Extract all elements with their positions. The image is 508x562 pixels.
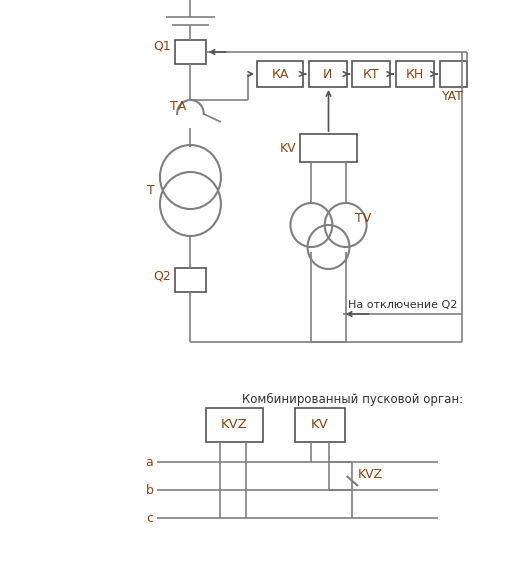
Bar: [440, 61, 466, 87]
Text: b: b: [145, 483, 153, 496]
Text: Т: Т: [146, 184, 154, 197]
Text: Q2: Q2: [153, 270, 171, 283]
Bar: [353, 61, 391, 87]
Text: YAT: YAT: [442, 90, 464, 103]
Text: KV: KV: [311, 419, 329, 432]
Text: KVZ: KVZ: [221, 419, 248, 432]
Bar: [206, 408, 263, 442]
Text: И: И: [323, 67, 332, 80]
Text: КА: КА: [271, 67, 289, 80]
Text: ТА: ТА: [170, 101, 186, 114]
Text: a: a: [146, 455, 153, 469]
Bar: [396, 61, 434, 87]
Text: КН: КН: [406, 67, 424, 80]
Bar: [295, 408, 345, 442]
Bar: [175, 268, 206, 292]
Text: Комбинированный пусковой орган:: Комбинированный пусковой орган:: [242, 392, 463, 406]
Text: На отключение Q2: На отключение Q2: [347, 300, 457, 310]
Text: c: c: [146, 511, 153, 524]
Text: Q1: Q1: [153, 39, 171, 52]
Text: КТ: КТ: [363, 67, 379, 80]
Bar: [257, 61, 303, 87]
Text: ТV: ТV: [355, 212, 371, 225]
Bar: [300, 134, 357, 162]
Text: KVZ: KVZ: [358, 468, 383, 481]
Bar: [175, 40, 206, 64]
Bar: [308, 61, 346, 87]
Text: KV: KV: [279, 142, 296, 155]
